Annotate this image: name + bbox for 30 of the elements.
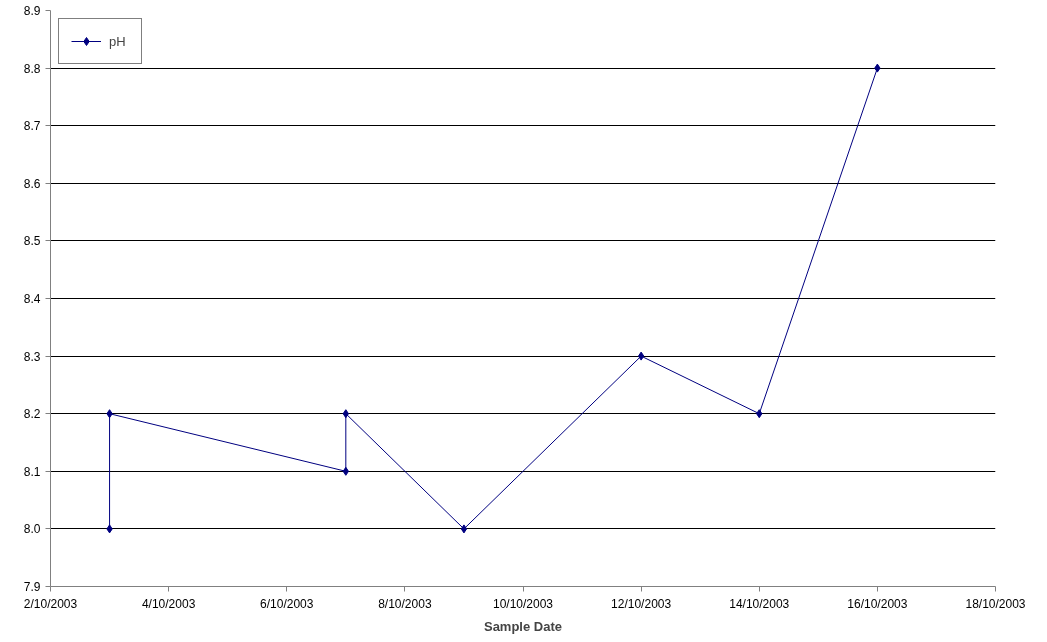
y-tick-label: 8.9 xyxy=(23,4,41,18)
legend-label: pH xyxy=(109,33,127,49)
y-tick-label: 8.2 xyxy=(23,407,41,422)
point xyxy=(874,63,881,73)
point xyxy=(342,409,349,419)
y-tick-label: 8.8 xyxy=(23,61,41,76)
x-tick-label: 12/10/2003 xyxy=(611,596,672,611)
y-tick-label: 8.1 xyxy=(23,464,41,479)
x-tick-label: 4/10/2003 xyxy=(141,596,196,611)
point xyxy=(342,466,349,476)
x-axis-title: Sample Date xyxy=(483,618,563,634)
x-tick-label: 18/10/2003 xyxy=(965,596,1026,611)
x-tick-label: 14/10/2003 xyxy=(729,596,790,611)
point xyxy=(637,351,645,361)
y-tick-label: 8.3 xyxy=(23,349,41,364)
y-tick-label: 7.9 xyxy=(23,580,41,594)
x-tick-label: 8/10/2003 xyxy=(378,596,432,611)
x-tick-label: 10/10/2003 xyxy=(492,596,554,611)
x-tick-label: 6/10/2003 xyxy=(260,596,314,611)
point xyxy=(106,409,113,419)
x-tick-label: 16/10/2003 xyxy=(847,596,908,611)
y-tick-label: 8.4 xyxy=(23,292,41,306)
y-tick-label: 8.6 xyxy=(23,176,41,191)
y-tick-label: 8.7 xyxy=(23,119,41,134)
point xyxy=(106,524,113,534)
y-tick-label: 8.0 xyxy=(23,522,41,537)
point xyxy=(460,524,468,534)
y-tick-label: 8.5 xyxy=(23,234,41,249)
point xyxy=(756,409,763,419)
x-tick-label: 2/10/2003 xyxy=(23,596,78,611)
